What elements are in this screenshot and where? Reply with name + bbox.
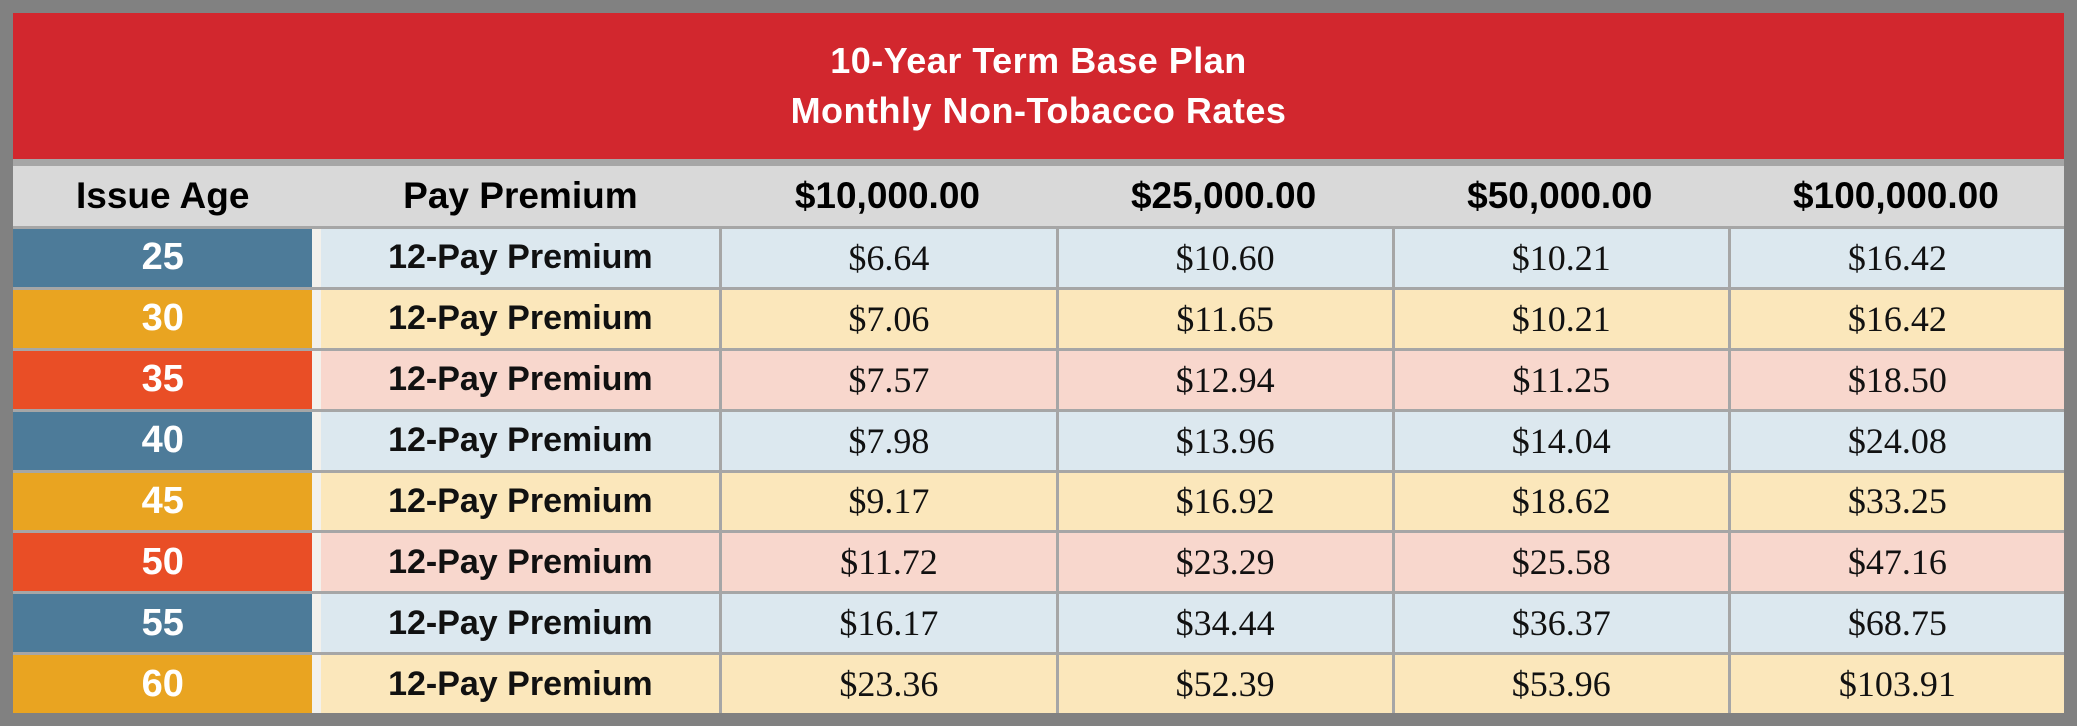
- age-cell: 60: [13, 655, 313, 713]
- header-face-10000: $10,000.00: [794, 175, 980, 216]
- rate-value-cell: $23.36: [719, 655, 1056, 713]
- title-line-1: 10-Year Term Base Plan: [830, 40, 1247, 82]
- rate-value-cell: $14.04: [1391, 411, 1728, 470]
- rate-value-cell: $47.16: [1727, 533, 2065, 592]
- premium-label-cell: 12-Pay Premium: [321, 472, 720, 531]
- rate-value-cell: $9.17: [719, 472, 1056, 531]
- table-header-row: Issue Age Pay Premium $10,000.00 $25,000…: [13, 166, 2064, 226]
- rate-value-cell: $12.94: [1055, 350, 1392, 409]
- age-column-spacer: [312, 533, 322, 592]
- rate-value-cell: $16.17: [719, 594, 1056, 653]
- rate-value-cell: $10.21: [1391, 289, 1728, 348]
- table-row: 60 12-Pay Premium $23.36 $52.39 $53.96 $103.9…: [13, 655, 2065, 713]
- rate-value-cell: $10.60: [1055, 229, 1392, 287]
- rate-value-cell: $24.08: [1727, 411, 2065, 470]
- rate-value-cell: $18.62: [1391, 472, 1728, 531]
- premium-label-cell: 12-Pay Premium: [321, 533, 720, 592]
- table-row: 30 12-Pay Premium $7.06 $11.65 $10.21 $16.42: [13, 289, 2065, 348]
- rate-value-cell: $7.57: [719, 350, 1056, 409]
- rate-value-cell: $7.06: [719, 289, 1056, 348]
- age-column-spacer: [312, 350, 322, 409]
- banner-header-divider: [13, 159, 2064, 166]
- table-row: 55 12-Pay Premium $16.17 $34.44 $36.37 $68.75: [13, 594, 2065, 653]
- age-cell: 40: [13, 411, 313, 470]
- rate-value-cell: $25.58: [1391, 533, 1728, 592]
- rate-value-cell: $13.96: [1055, 411, 1392, 470]
- rate-value-cell: $11.72: [719, 533, 1056, 592]
- rate-value-cell: $16.42: [1727, 229, 2065, 287]
- age-cell: 25: [13, 229, 313, 287]
- table-row: 45 12-Pay Premium $9.17 $16.92 $18.62 $33.25: [13, 472, 2065, 531]
- premium-label-cell: 12-Pay Premium: [321, 289, 720, 348]
- premium-label-cell: 12-Pay Premium: [321, 350, 720, 409]
- table-row: 25 12-Pay Premium $6.64 $10.60 $10.21 $16.42: [13, 229, 2065, 287]
- age-column-spacer: [312, 411, 322, 470]
- rate-value-cell: $53.96: [1391, 655, 1728, 713]
- rate-value-cell: $52.39: [1055, 655, 1392, 713]
- age-column-spacer: [312, 655, 322, 713]
- premium-label-cell: 12-Pay Premium: [321, 229, 720, 287]
- premium-label-cell: 12-Pay Premium: [321, 411, 720, 470]
- rate-value-cell: $10.21: [1391, 229, 1728, 287]
- rate-value-cell: $16.92: [1055, 472, 1392, 531]
- age-column-spacer: [312, 472, 322, 531]
- premium-label-cell: 12-Pay Premium: [321, 655, 720, 713]
- age-column-spacer: [312, 594, 322, 653]
- rate-value-cell: $11.65: [1055, 289, 1392, 348]
- age-column-spacer: [312, 289, 322, 348]
- header-face-25000: $25,000.00: [1130, 175, 1317, 216]
- age-column-spacer: [312, 229, 322, 287]
- rate-value-cell: $6.64: [719, 229, 1056, 287]
- rate-value-cell: $36.37: [1391, 594, 1728, 653]
- table-row: 40 12-Pay Premium $7.98 $13.96 $14.04 $24.08: [13, 411, 2065, 470]
- rate-value-cell: $7.98: [719, 411, 1056, 470]
- header-face-50000: $50,000.00: [1467, 175, 1653, 216]
- age-cell: 30: [13, 289, 313, 348]
- rate-value-cell: $103.91: [1727, 655, 2065, 713]
- rate-value-cell: $34.44: [1055, 594, 1392, 653]
- age-cell: 55: [13, 594, 313, 653]
- rate-value-cell: $16.42: [1727, 289, 2065, 348]
- rate-value-cell: $33.25: [1727, 472, 2065, 531]
- title-line-2: Monthly Non-Tobacco Rates: [790, 90, 1287, 131]
- table-body: 25 12-Pay Premium $6.64 $10.60 $10.21 $16.42 3…: [13, 229, 2065, 713]
- rate-value-cell: $23.29: [1055, 533, 1392, 592]
- rate-value-cell: $18.50: [1727, 350, 2065, 409]
- age-cell: 50: [13, 533, 313, 592]
- header-face-100000: $100,000.00: [1793, 175, 1999, 216]
- premium-label-cell: 12-Pay Premium: [321, 594, 720, 653]
- rate-value-cell: $11.25: [1391, 350, 1728, 409]
- table-row: 35 12-Pay Premium $7.57 $12.94 $11.25 $18.50: [13, 350, 2065, 409]
- table-row: 50 12-Pay Premium $11.72 $23.29 $25.58 $47.16: [13, 533, 2065, 592]
- rate-value-cell: $68.75: [1727, 594, 2065, 653]
- age-cell: 45: [13, 472, 313, 531]
- age-cell: 35: [13, 350, 313, 409]
- header-issue-age: Issue Age: [76, 175, 250, 216]
- header-pay-premium: Pay Premium: [403, 175, 638, 216]
- table-title-banner: 10-Year Term Base Plan Monthly Non-Tobac…: [13, 13, 2064, 159]
